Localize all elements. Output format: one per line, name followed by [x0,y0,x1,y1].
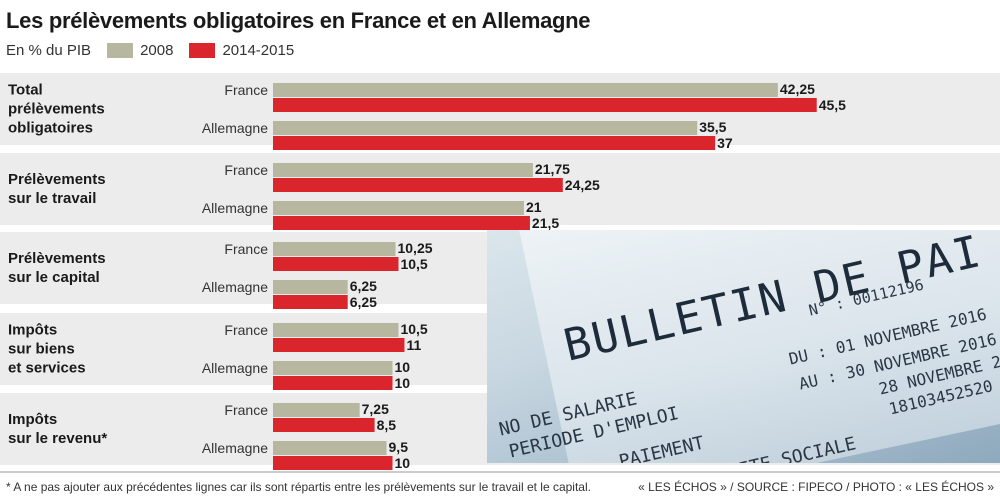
category-label: obligatoires [8,120,93,137]
country-label: France [224,402,268,418]
value-label-2008: 10,5 [400,321,427,337]
country-label: France [224,82,268,98]
value-label-2014-2015: 11 [406,337,421,353]
value-label-2014-2015: 10 [395,455,411,471]
bar-2014-2015 [273,136,716,150]
bar-2014-2015 [273,216,530,230]
category-label: prélèvements [8,101,105,118]
bar-2008 [273,280,348,294]
footnote: * A ne pas ajouter aux précédentes ligne… [6,480,591,494]
legend-swatch-2014-2015 [189,42,216,58]
value-label-2008: 9,5 [389,439,409,455]
bar-2008 [273,201,524,215]
legend: En % du PIB 2008 2014-2015 [6,40,294,60]
value-label-2008: 21 [526,199,542,215]
country-label: Allemagne [202,200,268,216]
bar-2014-2015 [273,98,817,112]
category-label: Impôts [8,411,57,428]
bar-2014-2015 [273,418,375,432]
category-label: Impôts [8,322,57,339]
bar-2008 [273,403,360,417]
category-label: sur le revenu* [8,430,107,447]
bar-2008 [273,242,396,256]
value-label-2014-2015: 10,5 [400,256,427,272]
category-label: Total [8,82,43,99]
value-label-2014-2015: 8,5 [377,417,397,433]
category-label: et services [8,360,86,377]
value-label-2008: 35,5 [699,119,726,135]
bar-2008 [273,323,399,337]
payslip-photo: BULLETIN DE PAI N° : 00112196 DU : 01 NO… [487,230,1000,463]
chart-title: Les prélèvements obligatoires en France … [6,8,591,33]
country-label: Allemagne [202,440,268,456]
value-label-2008: 10 [395,359,411,375]
country-label: France [224,322,268,338]
value-label-2014-2015: 10 [395,375,411,391]
country-label: Allemagne [202,279,268,295]
country-label: Allemagne [202,360,268,376]
bar-2008 [273,441,387,455]
bar-2014-2015 [273,376,393,390]
country-label: Allemagne [202,120,268,136]
bar-2008 [273,361,393,375]
bar-2008 [273,163,533,177]
country-label: France [224,241,268,257]
legend-label-2008: 2008 [140,41,174,59]
category-label: sur le capital [8,269,100,286]
bar-2014-2015 [273,456,393,470]
category-label: Prélèvements [8,171,106,188]
bar-2014-2015 [273,178,563,192]
bar-2014-2015 [273,295,348,309]
country-label: France [224,162,268,178]
category-label: sur le travail [8,190,96,207]
value-label-2014-2015: 45,5 [819,97,846,113]
value-label-2008: 7,25 [362,401,389,417]
legend-swatch-2008 [107,42,134,58]
value-label-2008: 10,25 [397,240,432,256]
value-label-2008: 42,25 [780,81,815,97]
category-label: sur biens [8,341,75,358]
unit-label: En % du PIB [6,41,92,59]
value-label-2014-2015: 37 [717,135,733,151]
value-label-2014-2015: 6,25 [350,294,377,310]
value-label-2008: 21,75 [535,161,570,177]
bar-2008 [273,121,698,135]
source-credit: « LES ÉCHOS » / SOURCE : FIPECO / PHOTO … [638,480,994,494]
category-label: Prélèvements [8,250,106,267]
legend-label-2014-2015: 2014-2015 [222,41,295,59]
value-label-2014-2015: 21,5 [532,215,559,231]
bar-2008 [273,83,778,97]
bar-2014-2015 [273,338,405,352]
value-label-2008: 6,25 [350,278,377,294]
bar-2014-2015 [273,257,399,271]
value-label-2014-2015: 24,25 [565,177,600,193]
